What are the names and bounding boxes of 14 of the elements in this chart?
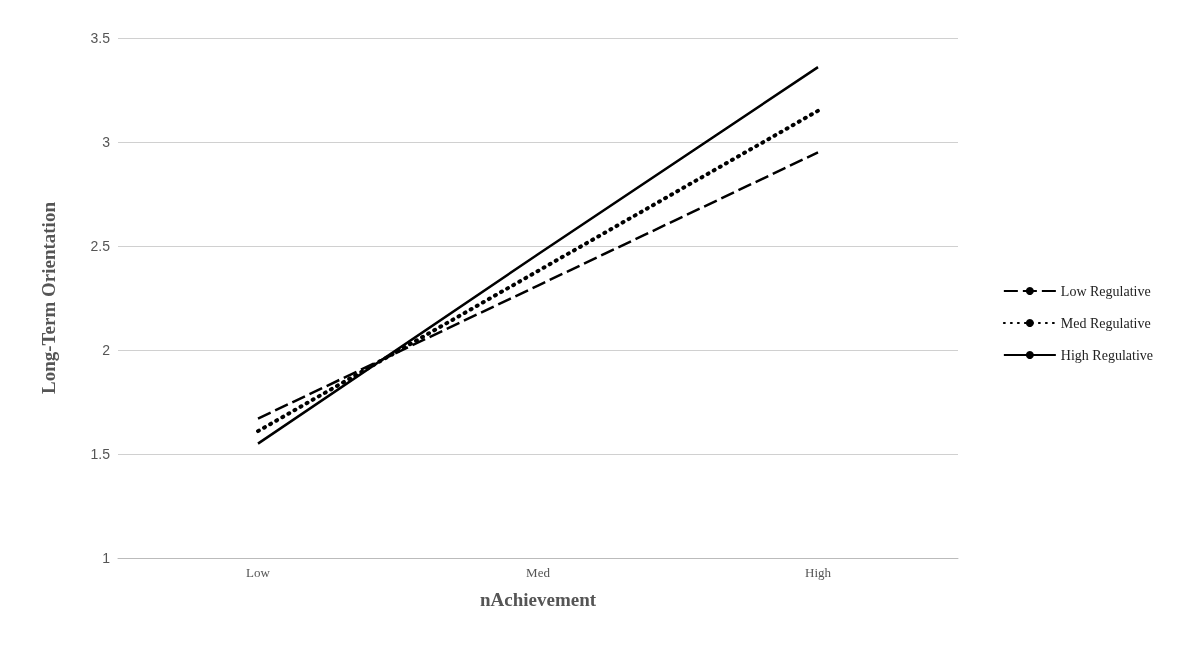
y-tick-label: 2 — [102, 342, 111, 358]
y-axis-title: Long-Term Orientation — [38, 201, 59, 394]
legend-label: Med Regulative — [1060, 315, 1151, 331]
y-tick-label: 3.5 — [90, 30, 111, 46]
y-tick-label: 3 — [102, 134, 111, 150]
x-tick-label: Low — [246, 565, 271, 580]
legend-label: Low Regulative — [1060, 283, 1151, 299]
y-tick-label: 2.5 — [90, 238, 111, 254]
legend-label: High Regulative — [1060, 347, 1154, 363]
y-tick-label: 1 — [102, 550, 111, 566]
x-axis-title: nAchievement — [479, 589, 597, 610]
x-tick-label: Med — [526, 565, 551, 580]
y-tick-label: 1.5 — [90, 446, 111, 462]
x-tick-label: High — [805, 565, 832, 580]
